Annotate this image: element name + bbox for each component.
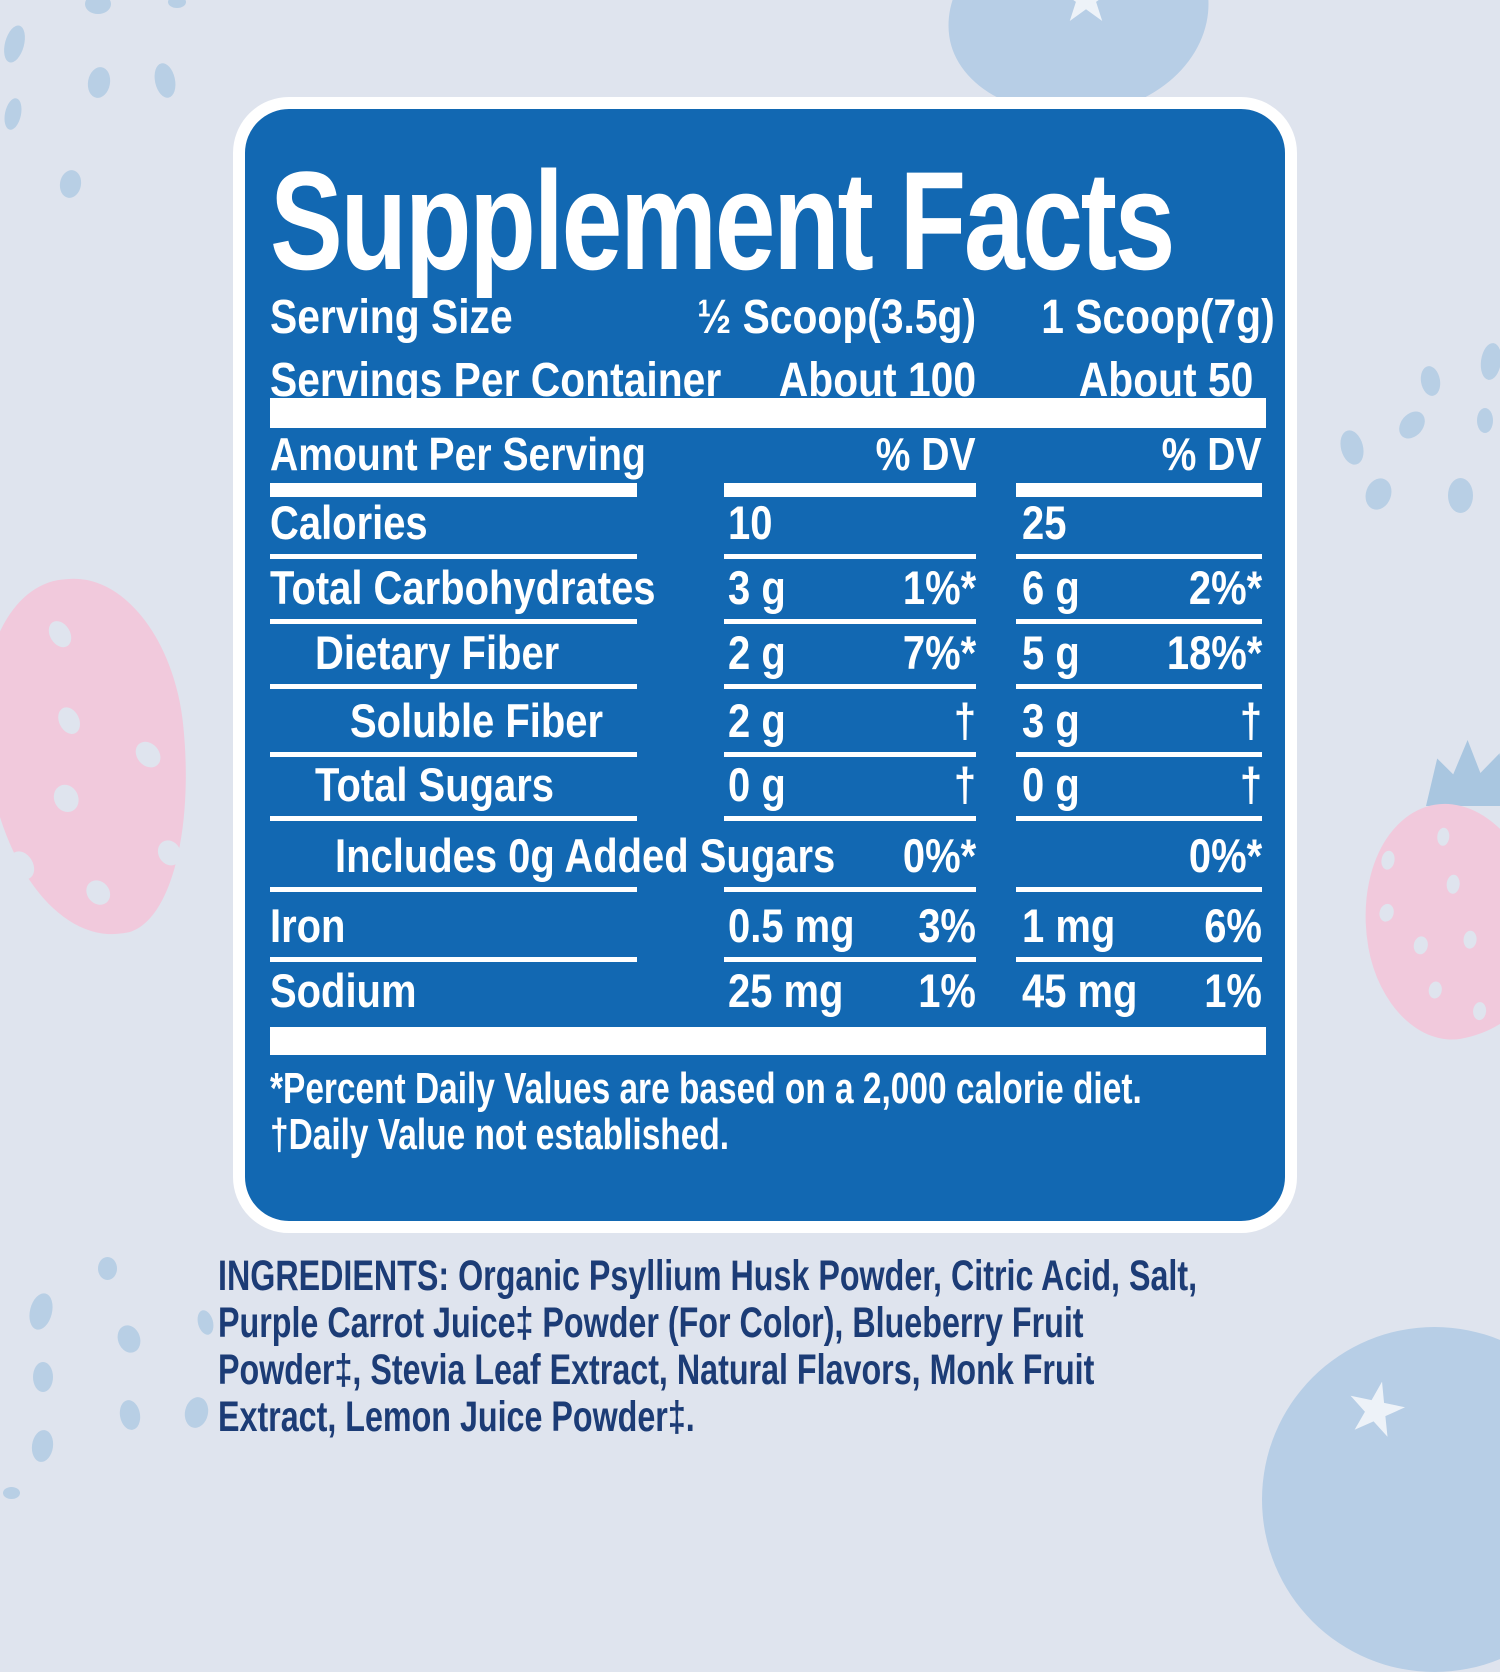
amount-col1: 3 g (728, 561, 786, 614)
dot-icon (168, 0, 186, 8)
amount-col2: 1 mg (1022, 899, 1116, 952)
ingredients-text: INGREDIENTS: Organic Psyllium Husk Powde… (218, 1253, 1500, 1441)
dv-col1: † (953, 758, 976, 811)
dot-icon (1448, 478, 1473, 513)
serving-size-row: Serving Size ½ Scoop(3.5g) 1 Scoop(7g) (270, 291, 1275, 344)
footnote-dagger: †Daily Value not established. (270, 1110, 730, 1159)
footnote-percent-dv: *Percent Daily Values are based on a 2,0… (270, 1064, 1142, 1113)
divider-bar-top (270, 398, 1266, 428)
dv-col1: 0%* (902, 829, 976, 882)
servings-per-container-label: Servings Per Container (270, 354, 722, 407)
row-rule (270, 816, 637, 821)
row-rule (724, 684, 976, 689)
row-rule (270, 957, 637, 962)
dv-col1: 1%* (902, 561, 976, 614)
dv-col2: 6% (1204, 899, 1262, 952)
amount-col1: 0 g (728, 758, 786, 811)
row-rule (1016, 816, 1262, 821)
row-rule (1016, 752, 1262, 757)
header-rule (724, 483, 976, 497)
amount-col2: 6 g (1022, 561, 1080, 614)
row-rule (724, 887, 976, 892)
header-rule (1016, 483, 1262, 497)
dot-icon (85, 0, 111, 14)
dot-icon (1477, 408, 1493, 433)
amount-per-serving-header: Amount Per Serving (270, 428, 646, 480)
amount-col1: 2 g (728, 694, 786, 747)
row-rule (270, 554, 637, 559)
nutrient-label: Total Carbohydrates (270, 561, 656, 614)
dv-col1: 1% (918, 964, 976, 1017)
servings-per-container-row: Servings Per Container About 100 About 5… (270, 356, 1266, 406)
row-rule (1016, 554, 1262, 559)
nutrient-label: Sodium (270, 964, 417, 1017)
row-rule (270, 887, 637, 892)
amount-col2: 3 g (1022, 694, 1080, 747)
nutrient-label: Includes 0g Added Sugars (335, 829, 836, 882)
dv-col2: 2%* (1188, 561, 1262, 614)
row-rule (1016, 684, 1262, 689)
amount-col2: 45 mg (1022, 964, 1138, 1017)
ingredients-line: Powder‡, Stevia Leaf Extract, Natural Fl… (218, 1346, 1095, 1394)
row-rule (724, 554, 976, 559)
table-row-soluble-fiber: Soluble Fiber 2 g † 3 g † (270, 694, 1266, 757)
ingredients-line: Extract, Lemon Juice Powder‡. (218, 1393, 695, 1441)
dv-col1: 7%* (902, 626, 976, 679)
amount-col1: 0.5 mg (728, 899, 855, 952)
dv-header-col1: % DV (876, 428, 976, 480)
row-rule (724, 752, 976, 757)
supplement-facts-content: Supplement Facts Serving Size ½ Scoop(3.… (270, 142, 1275, 1159)
serving-size-one-scoop: 1 Scoop(7g) (1041, 291, 1275, 344)
amount-col1: 25 mg (728, 964, 844, 1017)
divider-bar-bottom (270, 1027, 1266, 1055)
dv-col2: 1% (1204, 964, 1262, 1017)
nutrient-label: Calories (270, 496, 428, 549)
servings-count-half-scoop: About 100 (778, 354, 976, 407)
dv-col2: 0%* (1188, 829, 1262, 882)
dot-icon (3, 1487, 20, 1499)
serving-size-label: Serving Size (270, 291, 513, 344)
nutrient-label: Total Sugars (315, 758, 555, 811)
dv-col2: † (1239, 758, 1262, 811)
table-row-total-carbohydrates: Total Carbohydrates 3 g 1%* 6 g 2%* (270, 561, 1266, 624)
nutrient-label: Dietary Fiber (315, 626, 560, 679)
amount-col2: 25 (1022, 496, 1067, 549)
table-row-sodium: Sodium 25 mg 1% 45 mg 1% (270, 966, 1266, 1015)
amount-col1: 2 g (728, 626, 786, 679)
row-rule (270, 619, 637, 624)
nutrient-label: Soluble Fiber (350, 694, 604, 747)
serving-size-half-scoop: ½ Scoop(3.5g) (697, 291, 976, 344)
row-rule (1016, 957, 1262, 962)
row-rule (724, 619, 976, 624)
row-rule (1016, 619, 1262, 624)
dot-icon (98, 1257, 117, 1280)
dv-col2: 18%* (1166, 626, 1262, 679)
table-row-total-sugars: Total Sugars 0 g † 0 g † (270, 758, 1266, 821)
row-rule (270, 684, 637, 689)
row-rule (270, 752, 637, 757)
header-rule (270, 483, 637, 497)
ingredients-line: Purple Carrot Juice‡ Powder (For Color),… (218, 1299, 1084, 1347)
dv-col1: † (953, 694, 976, 747)
table-row-includes-0g-added-sugars: Includes 0g Added Sugars 0%* 0%* (270, 829, 1266, 892)
table-row-calories: Calories 10 25 (270, 496, 1266, 559)
amount-col2: 5 g (1022, 626, 1080, 679)
amount-col1: 10 (728, 496, 773, 549)
table-row-dietary-fiber: Dietary Fiber 2 g 7%* 5 g 18%* (270, 626, 1266, 689)
dot-icon (33, 1362, 53, 1392)
row-rule (1016, 887, 1262, 892)
panel-title: Supplement Facts (270, 142, 1175, 299)
dv-header-col2: % DV (1162, 428, 1262, 480)
row-rule (724, 816, 976, 821)
nutrient-label: Iron (270, 899, 346, 952)
ingredients-line: INGREDIENTS: Organic Psyllium Husk Powde… (218, 1252, 1198, 1300)
row-rule (724, 957, 976, 962)
dv-col2: † (1239, 694, 1262, 747)
amount-col2: 0 g (1022, 758, 1080, 811)
table-row-iron: Iron 0.5 mg 3% 1 mg 6% (270, 899, 1266, 962)
servings-count-one-scoop: About 50 (1078, 354, 1253, 407)
dv-col1: 3% (918, 899, 976, 952)
table-header-row: Amount Per Serving % DV % DV (270, 428, 1266, 497)
